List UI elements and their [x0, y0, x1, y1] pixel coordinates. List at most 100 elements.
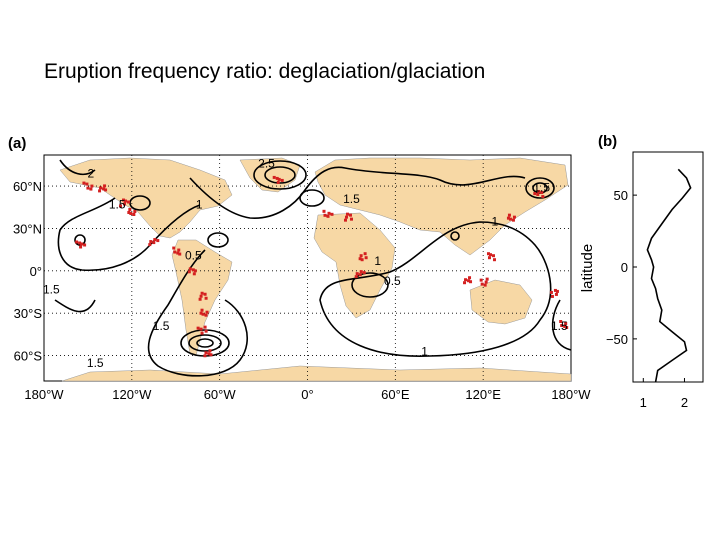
volcano-marker [344, 215, 348, 219]
contour-ring [196, 338, 214, 348]
volcano-marker [537, 190, 541, 194]
volcano-marker [177, 248, 181, 252]
volcano-marker [196, 326, 200, 330]
contour-line [319, 221, 552, 357]
volcano-marker [358, 257, 362, 261]
map-x-tick-label: 120°E [465, 387, 501, 402]
volcano-marker [80, 242, 84, 246]
map-x-tick-label: 60°E [381, 387, 410, 402]
profile-line [646, 168, 692, 383]
contour-label: 0.5 [384, 274, 401, 288]
map-x-tick-label: 0° [301, 387, 313, 402]
volcano-marker [193, 269, 197, 273]
volcano-marker [479, 278, 483, 282]
contour-ring [351, 272, 389, 298]
volcano-marker [203, 354, 207, 358]
volcano-marker [511, 218, 515, 222]
volcano-marker [272, 175, 276, 179]
landmass-antarctica [61, 365, 572, 382]
volcano-marker [103, 184, 107, 188]
volcano-marker [512, 215, 516, 219]
profile-y-tick-label: 50 [614, 188, 628, 203]
map-y-tick-label: 30°S [14, 306, 43, 321]
volcano-marker [200, 331, 204, 335]
volcano-marker [208, 349, 212, 353]
volcano-marker [89, 187, 93, 191]
volcano-marker [565, 326, 569, 329]
volcano-marker [464, 278, 468, 282]
volcano-marker [124, 199, 128, 203]
volcano-marker [348, 213, 352, 217]
volcano-marker [364, 256, 368, 260]
volcano-marker [541, 195, 545, 199]
volcano-marker [560, 324, 564, 327]
contour-label: 2 [88, 167, 95, 181]
volcano-marker [204, 296, 208, 300]
volcano-marker [204, 351, 208, 355]
profile-x-tick-label: 2 [681, 395, 688, 410]
volcano-marker [128, 208, 132, 211]
contour-label: 1.5 [87, 356, 104, 370]
volcano-marker [199, 311, 203, 315]
map-x-tick-label: 120°W [112, 387, 152, 402]
contour-ring [264, 166, 296, 184]
volcano-marker [79, 245, 83, 249]
map-y-tick-labels: 60°N 30°N 0° 30°S 60°S [13, 179, 42, 364]
contour-label: 1 [421, 345, 428, 359]
volcano-marker [358, 273, 362, 277]
volcano-marker [98, 189, 102, 193]
volcano-marker [75, 240, 79, 244]
volcano-marker [176, 251, 180, 255]
volcano-marker [492, 258, 496, 262]
volcano-marker [327, 211, 331, 215]
volcano-marker [209, 353, 213, 357]
landmass-europe-asia [314, 157, 569, 256]
volcano-marker [78, 241, 82, 245]
volcano-marker [554, 292, 558, 296]
volcano-marker [549, 290, 553, 294]
volcano-marker [487, 256, 491, 260]
volcano-marker [354, 275, 358, 279]
volcano-marker [330, 212, 334, 216]
volcano-marker [152, 241, 156, 245]
volcano-marker [491, 254, 495, 258]
volcano-marker [322, 209, 326, 213]
panel-a-label: (a) [8, 135, 26, 152]
volcano-marker [507, 213, 511, 217]
map-x-tick-label: 180°W [551, 387, 591, 402]
profile-y-ticks: 50 0 −50 [606, 188, 637, 347]
contour-label: 1.5 [551, 319, 568, 333]
volcano-marker [83, 243, 87, 247]
volcano-marker [555, 289, 559, 293]
volcano-marker [104, 188, 108, 192]
volcano-marker [484, 280, 488, 284]
map-x-tick-label: 180°W [24, 387, 64, 402]
volcano-marker [133, 210, 137, 213]
volcano-marker [468, 276, 472, 280]
contour-label: 1.5 [43, 282, 60, 296]
map-panel: (a) [8, 135, 591, 402]
profile-y-tick-label: −50 [606, 332, 628, 347]
contour-label: 1 [492, 215, 499, 229]
contour-label: 1.5 [343, 192, 360, 206]
volcano-marker [188, 267, 192, 271]
volcano-marker [178, 252, 182, 256]
volcano-marker [173, 250, 177, 254]
volcano-marker [148, 243, 152, 247]
contour-line [551, 299, 572, 351]
volcano-marker [563, 325, 567, 328]
volcano-marker [280, 178, 284, 182]
contour-ring [450, 231, 460, 241]
landmass-africa [313, 212, 396, 319]
volcano-marker [201, 312, 205, 316]
profile-y-axis-label: latitude [579, 244, 596, 292]
volcano-marker [355, 272, 359, 276]
profile-y-tick-label: 0 [621, 260, 628, 275]
volcano-marker [463, 281, 467, 285]
volcano-marker [533, 192, 537, 196]
volcano-marker [550, 294, 554, 298]
contour-label: 1 [374, 254, 381, 268]
